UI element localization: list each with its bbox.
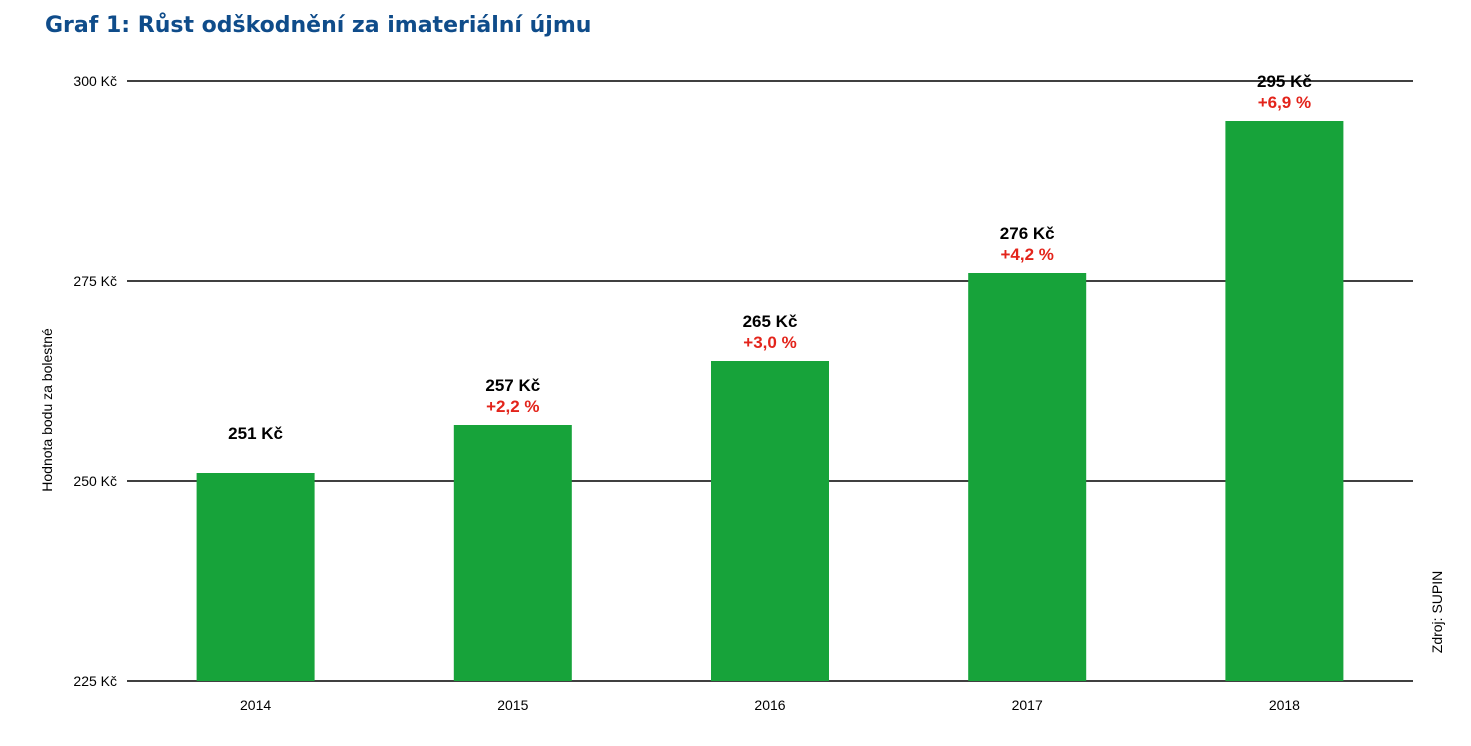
change-label: +2,2 % [486, 397, 539, 416]
x-tick-label: 2018 [1269, 697, 1300, 713]
source-note: Zdroj: SUPIN [1429, 570, 1445, 654]
change-label: +3,0 % [743, 333, 796, 352]
x-tick-label: 2016 [754, 697, 785, 713]
x-tick-label: 2014 [240, 697, 271, 713]
data-label: 257 Kč [485, 376, 540, 395]
data-label: 276 Kč [1000, 224, 1055, 243]
bar [1225, 121, 1344, 681]
y-axis-label: Hodnota bodu za bolestné [39, 328, 55, 492]
y-tick-label: 250 Kč [73, 473, 117, 489]
x-tick-label: 2017 [1012, 697, 1043, 713]
y-tick-label: 225 Kč [73, 673, 117, 689]
data-label: 265 Kč [743, 312, 798, 331]
chart-title: Graf 1: Růst odškodnění za imateriální ú… [45, 13, 592, 38]
x-tick-label: 2015 [497, 697, 528, 713]
change-label: +6,9 % [1258, 93, 1311, 112]
bar [711, 361, 829, 681]
data-label: 295 Kč [1257, 72, 1312, 91]
change-label: +4,2 % [1000, 245, 1053, 264]
y-tick-label: 275 Kč [73, 273, 117, 289]
y-tick-label: 300 Kč [73, 73, 117, 89]
bar [196, 473, 315, 681]
bar [968, 273, 1087, 681]
data-label: 251 Kč [228, 424, 283, 443]
bar [453, 425, 572, 681]
